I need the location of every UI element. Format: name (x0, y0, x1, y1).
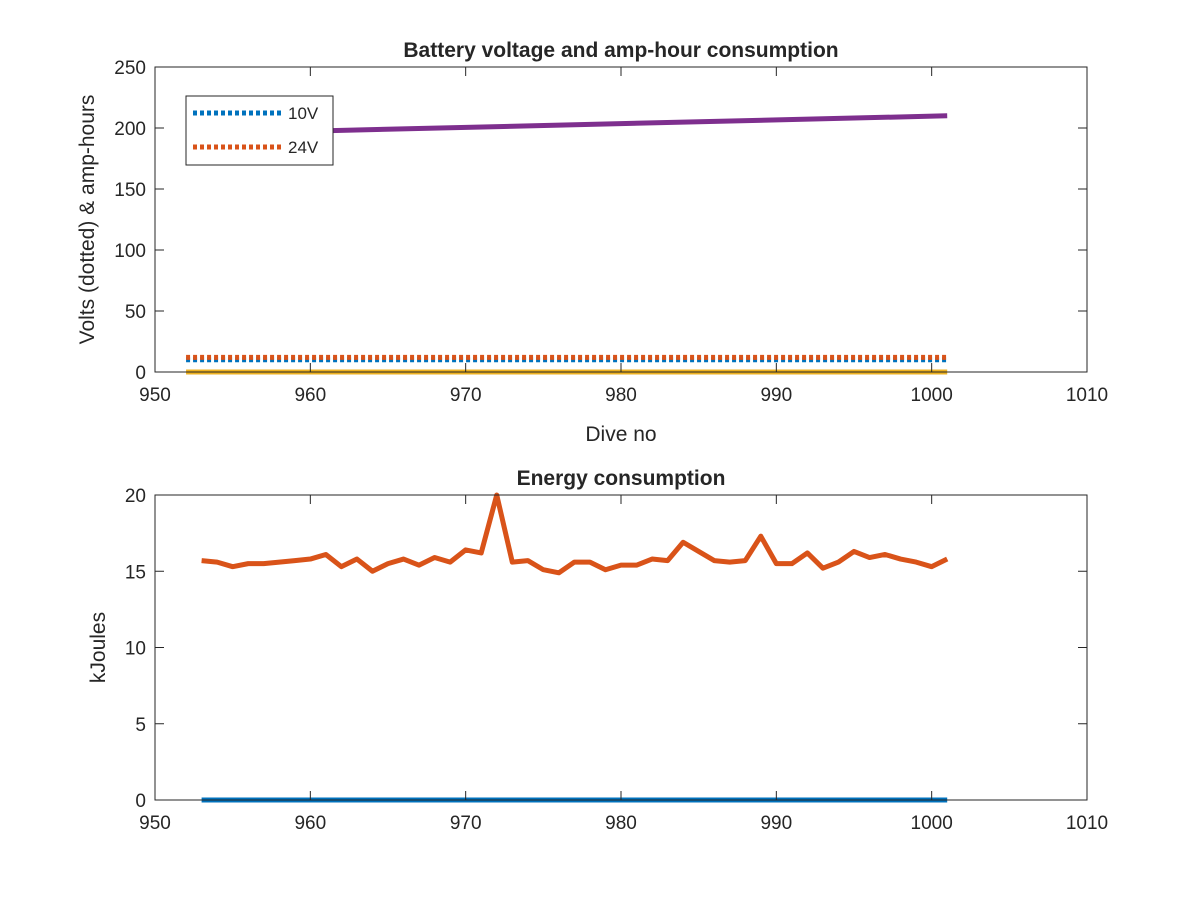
x-tick-label: 1000 (911, 385, 953, 406)
x-tick-label: 1010 (1066, 385, 1108, 406)
x-tick-label: 960 (294, 385, 326, 406)
energy-axes: 950 960 970 980 990 1000 1010 0 5 10 15 20 Energy c… (87, 467, 1108, 834)
series-line-series-2 (201, 492, 949, 576)
y-axis-label: kJoules (87, 612, 110, 683)
x-tick-label: 990 (760, 385, 792, 406)
ticks-group: 950 960 970 980 990 1000 1010 0 5 10 15 20 (125, 486, 1108, 834)
chart-title: Energy consumption (517, 467, 726, 490)
y-tick-label: 250 (114, 58, 146, 79)
x-tick-label: 970 (450, 813, 482, 834)
y-tick-label: 10 (125, 639, 146, 660)
y-tick-label: 50 (125, 302, 146, 323)
x-tick-label: 990 (760, 813, 792, 834)
voltage-amphour-axes: 950 960 970 980 990 1000 1010 0 50 100 150 200 250 B… (76, 39, 1108, 446)
x-tick-label: 960 (294, 813, 326, 834)
x-tick-label: 980 (605, 813, 637, 834)
x-tick-label: 980 (605, 385, 637, 406)
plot-area (155, 495, 1087, 800)
y-tick-label: 100 (114, 241, 146, 262)
x-tick-label: 950 (139, 385, 171, 406)
y-tick-label: 5 (135, 715, 146, 736)
x-tick-label: 1010 (1066, 813, 1108, 834)
x-axis-label: Dive no (585, 423, 656, 446)
y-tick-label: 15 (125, 562, 146, 583)
y-tick-label: 0 (135, 363, 146, 384)
legend-label-24v: 24V (288, 138, 319, 157)
x-tick-label: 970 (450, 385, 482, 406)
y-tick-label: 20 (125, 486, 146, 507)
legend-box (185, 95, 334, 166)
y-axis-label: Volts (dotted) & amp-hours (76, 95, 99, 345)
y-tick-label: 150 (114, 180, 146, 201)
y-tick-label: 200 (114, 119, 146, 140)
legend: 10V 24V (185, 95, 334, 166)
legend-label-10v: 10V (288, 104, 319, 123)
x-tick-label: 950 (139, 813, 171, 834)
y-tick-label: 0 (135, 791, 146, 812)
chart-title: Battery voltage and amp-hour consumption (403, 39, 838, 62)
ticks-group: 950 960 970 980 990 1000 1010 0 50 100 150 200 250 (114, 58, 1108, 406)
x-tick-label: 1000 (911, 813, 953, 834)
